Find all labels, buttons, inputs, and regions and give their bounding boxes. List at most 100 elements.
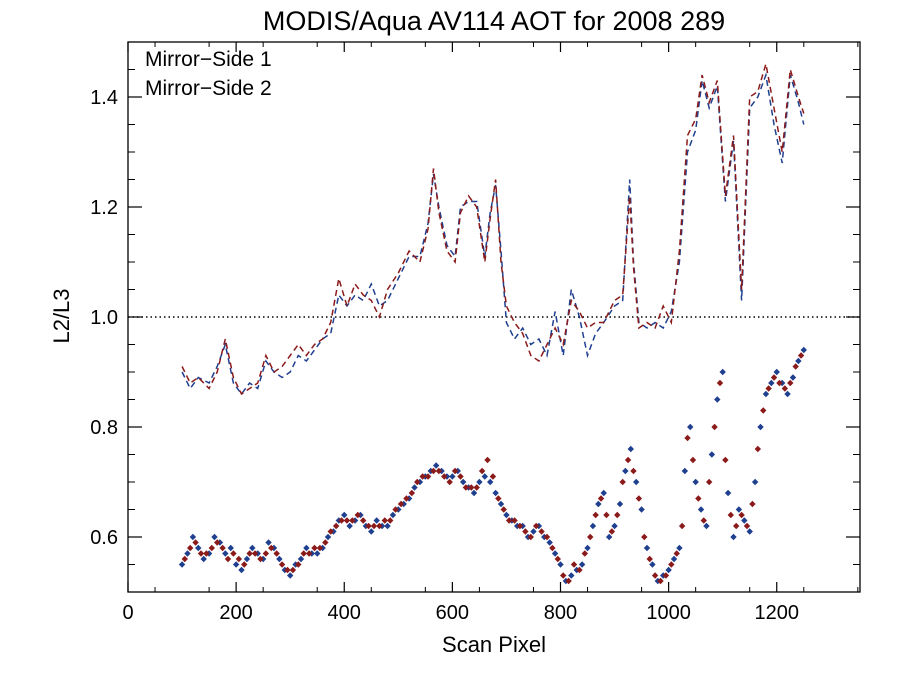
data-point xyxy=(595,500,602,508)
data-point xyxy=(584,544,591,552)
data-point xyxy=(341,511,348,519)
data-point xyxy=(230,550,237,557)
data-point xyxy=(249,544,256,552)
data-point xyxy=(708,451,716,458)
data-point xyxy=(359,517,367,524)
data-point xyxy=(676,544,683,552)
data-point xyxy=(208,544,215,552)
data-point xyxy=(343,517,351,524)
plot-frame xyxy=(127,41,861,593)
data-point xyxy=(478,467,486,475)
data-point xyxy=(800,346,807,354)
data-point xyxy=(646,555,653,563)
data-point xyxy=(389,511,397,519)
data-point xyxy=(527,533,534,541)
data-point xyxy=(284,566,291,574)
data-point xyxy=(770,374,778,381)
data-point xyxy=(495,495,502,502)
data-point xyxy=(622,467,629,475)
data-point xyxy=(705,478,713,486)
x-tick-label: 0 xyxy=(122,602,133,624)
data-point xyxy=(754,445,762,453)
x-tick-label: 1000 xyxy=(646,602,691,624)
data-point xyxy=(600,489,607,497)
data-point xyxy=(219,544,226,552)
data-point xyxy=(662,572,670,579)
data-point xyxy=(481,473,489,480)
data-point xyxy=(300,550,307,557)
data-point xyxy=(581,550,589,557)
data-point xyxy=(368,528,375,535)
data-point xyxy=(403,495,410,502)
data-point xyxy=(297,555,305,563)
data-point xyxy=(373,517,380,524)
data-point xyxy=(568,572,575,579)
data-point xyxy=(203,550,210,557)
data-point xyxy=(197,550,205,557)
data-point xyxy=(751,478,759,486)
x-tick-label: 200 xyxy=(219,602,252,624)
data-point xyxy=(419,473,426,480)
data-point xyxy=(384,522,391,530)
data-point xyxy=(768,379,775,387)
series-layer xyxy=(178,63,807,585)
data-point xyxy=(327,528,334,535)
data-point xyxy=(430,467,437,475)
data-point xyxy=(522,528,529,535)
data-point xyxy=(414,478,421,486)
data-point xyxy=(716,379,724,387)
data-point xyxy=(468,484,475,491)
data-point xyxy=(608,528,616,535)
data-point xyxy=(195,544,202,552)
data-point xyxy=(749,500,756,508)
data-point xyxy=(638,506,645,513)
data-point xyxy=(530,528,537,535)
data-point xyxy=(611,522,618,530)
data-point xyxy=(543,533,551,541)
data-point xyxy=(370,522,378,530)
data-point xyxy=(484,456,491,464)
data-point xyxy=(257,555,264,563)
data-point xyxy=(354,511,361,519)
data-point xyxy=(511,517,518,524)
chart-title: MODIS/Aqua AV114 AOT for 2008 289 xyxy=(263,6,725,36)
data-point xyxy=(186,544,194,552)
x-tick-label: 400 xyxy=(328,602,361,624)
data-point xyxy=(797,352,805,359)
data-point xyxy=(538,528,545,535)
data-point xyxy=(795,357,802,365)
data-point xyxy=(265,539,272,546)
data-point xyxy=(459,478,467,486)
data-point xyxy=(668,561,675,568)
data-point xyxy=(365,522,372,530)
data-point xyxy=(724,489,732,497)
data-point xyxy=(243,555,251,563)
data-point xyxy=(557,561,564,568)
data-point xyxy=(262,550,270,557)
data-point xyxy=(627,445,634,453)
data-point xyxy=(738,511,745,519)
data-point xyxy=(516,522,524,530)
data-point xyxy=(392,506,399,513)
data-point xyxy=(211,533,218,541)
data-point xyxy=(222,550,229,557)
legend-entry-side-2: Mirror−Side 2 xyxy=(145,77,272,100)
data-point xyxy=(684,434,691,442)
series-line-2 xyxy=(181,63,805,396)
x-tick-label: 600 xyxy=(436,602,469,624)
data-point xyxy=(635,495,643,502)
data-point xyxy=(503,511,510,519)
data-point xyxy=(376,522,383,530)
data-point xyxy=(735,506,743,513)
data-point xyxy=(324,533,332,541)
data-point xyxy=(251,550,259,557)
data-point xyxy=(505,517,513,524)
data-point xyxy=(462,484,470,491)
x-tick-labels: 0 200 400 600 800 1000 1200 xyxy=(122,602,799,624)
data-point xyxy=(397,500,405,508)
data-point xyxy=(449,473,456,480)
data-point xyxy=(670,555,678,563)
data-point xyxy=(497,500,505,508)
data-point xyxy=(719,368,726,376)
data-point xyxy=(554,555,561,563)
